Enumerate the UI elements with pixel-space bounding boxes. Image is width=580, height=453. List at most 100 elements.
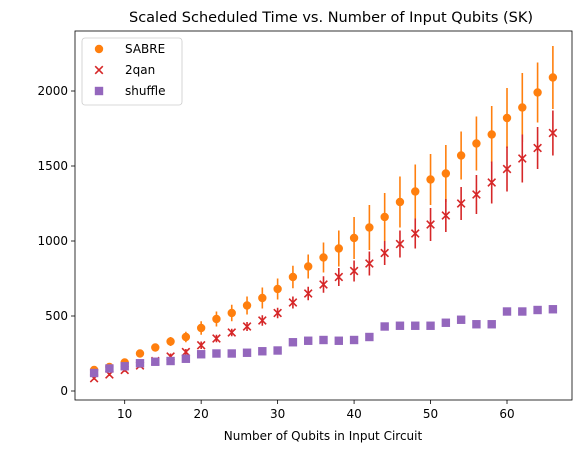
x-tick-label: 50 bbox=[423, 407, 438, 421]
shuffle-point bbox=[472, 320, 481, 329]
legend-label-shuffle: shuffle bbox=[125, 84, 165, 98]
shuffle-point bbox=[89, 368, 99, 378]
legend-label-sabre: SABRE bbox=[125, 42, 165, 56]
shuffle-point bbox=[411, 321, 420, 330]
2qan-point bbox=[212, 334, 221, 343]
sabre-point bbox=[472, 139, 481, 148]
sabre-point bbox=[242, 301, 252, 310]
sabre-point bbox=[319, 253, 328, 262]
2qan-point bbox=[456, 199, 466, 208]
shuffle-point bbox=[120, 362, 129, 371]
legend-marker-sabre bbox=[94, 44, 104, 54]
shuffle-point bbox=[105, 364, 114, 373]
x-tick-label: 30 bbox=[270, 407, 285, 421]
shuffle-point bbox=[395, 321, 405, 330]
2qan-point bbox=[395, 239, 405, 249]
2qan-point bbox=[441, 211, 451, 220]
legend-box bbox=[81, 37, 183, 106]
shuffle-point bbox=[365, 332, 374, 342]
y-tick-label: 1000 bbox=[37, 234, 68, 248]
plot-frame bbox=[74, 30, 573, 401]
2qan-point bbox=[517, 154, 527, 163]
sabre-point bbox=[441, 169, 451, 178]
2qan-point bbox=[365, 259, 374, 268]
sabre-point bbox=[456, 151, 466, 160]
shuffle-point bbox=[502, 307, 512, 316]
legend-label-2qan: 2qan bbox=[125, 63, 155, 77]
2qan-point bbox=[487, 178, 497, 187]
legend: SABRE 2qan shuffle bbox=[81, 37, 183, 106]
2qan-point bbox=[273, 308, 282, 318]
shuffle-point bbox=[166, 356, 175, 366]
x-axis-label: Number of Qubits in Input Circuit bbox=[224, 429, 423, 443]
2qan-point bbox=[288, 298, 298, 307]
shuffle-point bbox=[319, 335, 328, 345]
sabre-point bbox=[258, 293, 267, 303]
2qan-point bbox=[196, 340, 206, 350]
x-tick-label: 10 bbox=[117, 407, 132, 421]
sabre-point bbox=[518, 103, 527, 112]
shuffle-point bbox=[380, 322, 389, 331]
shuffle-point bbox=[334, 336, 343, 345]
2qan-point bbox=[227, 328, 237, 337]
sabre-point bbox=[181, 332, 191, 342]
sabre-point bbox=[502, 113, 512, 123]
2qan-point bbox=[349, 266, 359, 276]
shuffle-point bbox=[518, 307, 527, 316]
chart-title: Scaled Scheduled Time vs. Number of Inpu… bbox=[129, 10, 533, 26]
sabre-point bbox=[548, 73, 558, 82]
sabre-point bbox=[411, 187, 420, 196]
2qan-point bbox=[533, 143, 542, 153]
shuffle-point bbox=[456, 315, 466, 324]
sabre-point bbox=[151, 343, 160, 352]
sabre-point bbox=[426, 175, 435, 184]
sabre-point bbox=[533, 88, 542, 97]
x-tick-label: 40 bbox=[346, 407, 361, 421]
series-shuffle bbox=[89, 305, 558, 378]
shuffle-point bbox=[196, 350, 206, 359]
shuffle-point bbox=[533, 305, 542, 315]
sabre-point bbox=[395, 197, 405, 207]
shuffle-point bbox=[242, 348, 252, 357]
shuffle-point bbox=[151, 357, 160, 366]
legend-marker-shuffle bbox=[94, 86, 104, 96]
2qan-point bbox=[334, 272, 344, 282]
shuffle-point bbox=[426, 321, 435, 330]
2qan-point bbox=[426, 220, 435, 229]
2qan-point bbox=[257, 316, 267, 325]
shuffle-point bbox=[288, 338, 298, 347]
x-tick-label: 60 bbox=[499, 407, 514, 421]
shuffle-point bbox=[227, 349, 236, 358]
sabre-point bbox=[380, 212, 389, 222]
2qan-point bbox=[242, 322, 252, 331]
y-tick-label: 500 bbox=[45, 309, 68, 323]
y-tick-label: 2000 bbox=[37, 84, 68, 98]
x-tick-label: 20 bbox=[194, 407, 209, 421]
2qan-point bbox=[472, 190, 481, 199]
sabre-point bbox=[334, 244, 343, 253]
shuffle-point bbox=[441, 318, 451, 327]
sabre-point bbox=[196, 323, 206, 333]
sabre-point bbox=[288, 272, 298, 282]
sabre-point bbox=[304, 262, 313, 271]
sabre-point bbox=[487, 130, 496, 139]
shuffle-point bbox=[548, 305, 558, 314]
sabre-point bbox=[349, 233, 359, 243]
legend-marker-2qan bbox=[94, 65, 104, 75]
shuffle-point bbox=[349, 335, 359, 345]
sabre-point bbox=[212, 314, 221, 324]
y-tick-label: 1500 bbox=[37, 159, 68, 173]
y-tick-label: 0 bbox=[60, 384, 68, 398]
sabre-point bbox=[166, 337, 175, 346]
2qan-point bbox=[548, 128, 558, 138]
shuffle-point bbox=[212, 349, 221, 358]
sabre-point bbox=[135, 349, 145, 358]
series-2qan bbox=[89, 110, 558, 383]
shuffle-point bbox=[304, 336, 313, 345]
sabre-point bbox=[227, 308, 236, 318]
shuffle-point bbox=[135, 359, 145, 368]
2qan-point bbox=[181, 347, 191, 357]
shuffle-point bbox=[487, 320, 496, 329]
sabre-point bbox=[365, 223, 374, 232]
